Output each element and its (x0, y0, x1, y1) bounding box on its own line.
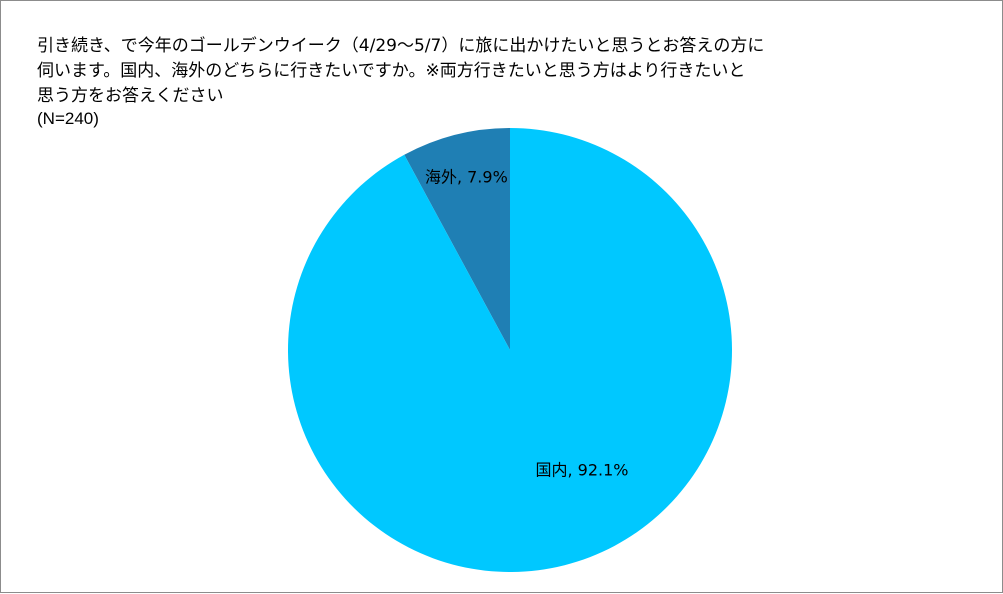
pie-slice-domestic (287, 128, 732, 572)
chart-title: 引き続き、で今年のゴールデンウイーク（4/29〜5/7）に旅に出かけたいと思うと… (37, 36, 765, 106)
data-label-overseas: 海外, 7.9% (425, 167, 508, 186)
data-label-domestic: 国内, 92.1% (535, 461, 628, 480)
pie-slice-overseas (404, 128, 510, 350)
chart-subtitle: (N=240) (37, 109, 99, 128)
